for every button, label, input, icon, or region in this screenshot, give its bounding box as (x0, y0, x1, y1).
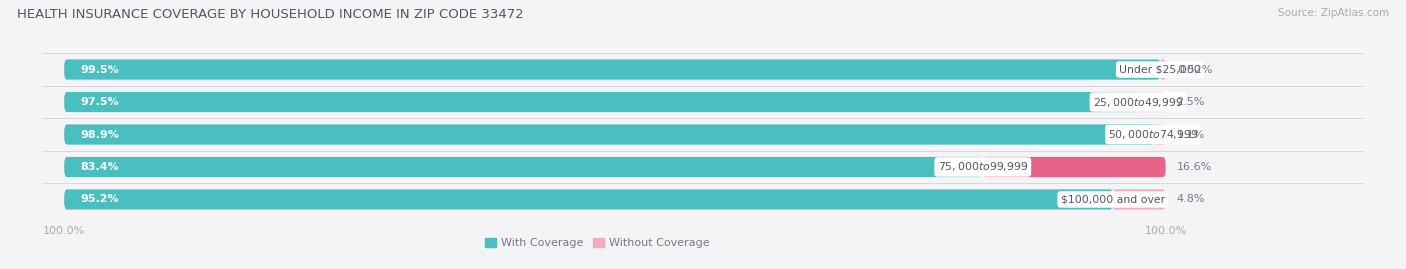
Text: 0.52%: 0.52% (1177, 65, 1212, 75)
FancyBboxPatch shape (65, 189, 1112, 210)
FancyBboxPatch shape (65, 157, 983, 177)
FancyBboxPatch shape (65, 59, 1166, 80)
FancyBboxPatch shape (65, 125, 1166, 144)
FancyBboxPatch shape (1137, 92, 1166, 112)
FancyBboxPatch shape (65, 59, 1160, 80)
Text: Source: ZipAtlas.com: Source: ZipAtlas.com (1278, 8, 1389, 18)
FancyBboxPatch shape (65, 92, 1137, 112)
FancyBboxPatch shape (65, 157, 1166, 177)
Text: 99.5%: 99.5% (80, 65, 120, 75)
Text: 83.4%: 83.4% (80, 162, 120, 172)
Text: 16.6%: 16.6% (1177, 162, 1212, 172)
FancyBboxPatch shape (1112, 189, 1166, 210)
FancyBboxPatch shape (65, 189, 1166, 210)
Text: HEALTH INSURANCE COVERAGE BY HOUSEHOLD INCOME IN ZIP CODE 33472: HEALTH INSURANCE COVERAGE BY HOUSEHOLD I… (17, 8, 523, 21)
FancyBboxPatch shape (65, 125, 1153, 144)
Text: 1.1%: 1.1% (1177, 129, 1205, 140)
Legend: With Coverage, Without Coverage: With Coverage, Without Coverage (481, 234, 714, 253)
FancyBboxPatch shape (1160, 59, 1166, 80)
Text: $25,000 to $49,999: $25,000 to $49,999 (1092, 95, 1184, 108)
Text: $100,000 and over: $100,000 and over (1060, 194, 1164, 204)
Text: $50,000 to $74,999: $50,000 to $74,999 (1108, 128, 1199, 141)
FancyBboxPatch shape (65, 92, 1166, 112)
Text: 97.5%: 97.5% (80, 97, 120, 107)
Text: 98.9%: 98.9% (80, 129, 120, 140)
Text: 95.2%: 95.2% (80, 194, 120, 204)
FancyBboxPatch shape (1153, 125, 1166, 144)
FancyBboxPatch shape (983, 157, 1166, 177)
Text: Under $25,000: Under $25,000 (1119, 65, 1201, 75)
Text: 2.5%: 2.5% (1177, 97, 1205, 107)
Text: $75,000 to $99,999: $75,000 to $99,999 (938, 161, 1028, 174)
Text: 4.8%: 4.8% (1177, 194, 1205, 204)
